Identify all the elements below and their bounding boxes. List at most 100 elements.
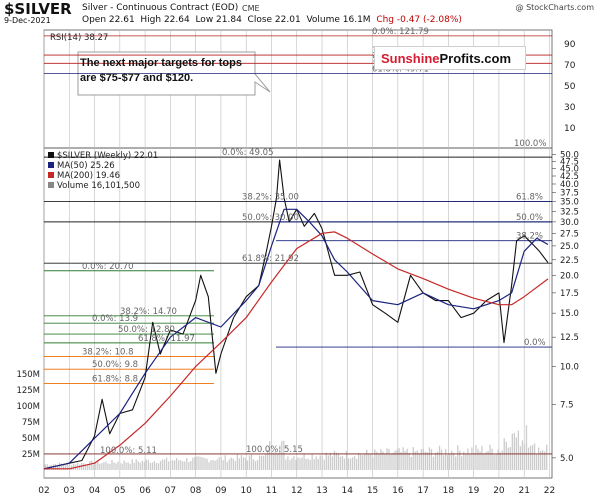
fib-label: 61.8%: [516, 193, 543, 203]
rsi-fib-label: 100.0%: [514, 139, 546, 149]
rsi-title: RSI(14) 38.27: [50, 33, 108, 43]
rsi-fib-label: 0.0%: 121.79: [372, 27, 429, 37]
x-tick-label: 21: [518, 486, 529, 496]
rsi-tick-label: 10: [564, 124, 576, 134]
fib-label: 0.0%: 20.70: [82, 262, 134, 272]
x-tick-label: 18: [443, 486, 455, 496]
y-tick-label: 5.0: [560, 454, 574, 464]
volume-tick-label: 125M: [16, 386, 40, 396]
fib-label: 0.0%: [524, 338, 546, 348]
y-tick-label: 32.5: [560, 207, 579, 217]
volume-tick-label: 75M: [22, 418, 40, 428]
fib-label: 100.0%: 5.15: [246, 445, 303, 455]
rsi-tick-label: 30: [564, 103, 576, 113]
series-line: [43, 208, 549, 470]
x-tick-label: 12: [291, 486, 302, 496]
y-tick-label: 42.5: [560, 172, 579, 182]
legend-entry: MA(50) 25.26: [57, 161, 115, 171]
stockcharts-watermark: @ StockCharts.com: [515, 3, 594, 12]
chart-labels: 02 03 04 05 06 07 08 09 10 11 12 13 14 15 16 17 18 19 20 21…: [16, 27, 579, 496]
callout-text: The next major targets for tops are $75-…: [80, 57, 242, 84]
fib-label: 50.0%: [516, 213, 543, 223]
y-tick-label: 30.0: [560, 218, 579, 228]
fib-label: 38.2%: [516, 232, 543, 242]
y-tick-label: 20.0: [560, 271, 579, 281]
volume-value: Volume 16.1M: [306, 15, 371, 25]
y-tick-label: 7.5: [560, 400, 574, 410]
change-value: Chg -0.47 (-2.08%): [376, 15, 462, 25]
fib-label: 61.8%: 8.8: [92, 374, 138, 384]
x-tick-label: 17: [417, 486, 428, 496]
contract-name: Silver - Continuous Contract (EOD): [82, 3, 239, 13]
legend-swatch: [48, 172, 54, 178]
x-tick-label: 03: [64, 486, 75, 496]
brand-part2: Profits.com: [439, 51, 512, 66]
fib-label: 100.0%: 5.11: [100, 446, 157, 456]
legend-entry: MA(200) 19.46: [57, 171, 120, 181]
rsi-tick-label: 50: [564, 82, 576, 92]
volume-tick-label: 100M: [16, 402, 40, 412]
y-tick-label: 15.0: [560, 309, 579, 319]
x-tick-label: 05: [114, 486, 125, 496]
y-tick-label: 22.5: [560, 256, 579, 266]
x-tick-label: 14: [342, 486, 354, 496]
y-tick-label: 45.0: [560, 164, 579, 174]
rsi-tick-label: 70: [564, 61, 576, 71]
fib-label: 50.0%: 30.00: [242, 213, 299, 223]
ohlc-summary: Open 22.61 High 22.64 Low 21.84 Close 22…: [82, 15, 462, 25]
x-tick-label: 04: [89, 486, 101, 496]
chart-date: 9-Dec-2021: [4, 16, 51, 25]
exchange-label: CME: [242, 4, 260, 13]
legend-swatch: [48, 182, 54, 188]
x-tick-label: 22: [544, 486, 555, 496]
x-tick-label: 16: [392, 486, 404, 496]
y-tick-label: 17.5: [560, 289, 579, 299]
brand-part1: Sunshine: [381, 51, 440, 66]
fib-label: 38.2%: 35.00: [242, 193, 299, 203]
volume-tick-label: 25M: [22, 450, 40, 460]
x-tick-label: 19: [468, 486, 480, 496]
fib-label: 50.0%: 9.8: [92, 360, 138, 370]
fib-label: 0.0%: 49.05: [222, 148, 274, 158]
y-tick-label: 27.5: [560, 229, 579, 239]
x-tick-label: 08: [190, 486, 202, 496]
brand-logo: SunshineProfits.com: [374, 46, 526, 70]
fib-label: 61.8%: 21.92: [242, 254, 299, 264]
x-tick-label: 06: [139, 486, 151, 496]
price-series: [43, 159, 549, 470]
x-tick-label: 15: [367, 486, 378, 496]
x-tick-label: 11: [266, 486, 277, 496]
fib-label: 50.0%: 12.80: [118, 325, 175, 335]
fib-label: 38.2%: 10.8: [82, 347, 134, 357]
fib-label: 61.8%: 11.97: [138, 334, 195, 344]
y-tick-label: 47.5: [560, 157, 579, 167]
fib-label: 38.2%: 14.70: [120, 307, 177, 317]
legend-swatch: [48, 152, 54, 158]
x-tick-label: 13: [316, 486, 327, 496]
low-value: Low 21.84: [195, 15, 242, 25]
y-tick-label: 10.0: [560, 363, 579, 373]
y-tick-label: 37.5: [560, 188, 579, 198]
x-tick-label: 10: [240, 486, 252, 496]
y-tick-label: 25.0: [560, 242, 579, 252]
x-tick-label: 09: [215, 486, 227, 496]
volume-tick-label: 50M: [22, 434, 40, 444]
high-value: High 22.64: [140, 15, 190, 25]
y-tick-label: 40.0: [560, 180, 579, 190]
open-value: Open 22.61: [82, 15, 135, 25]
series-line: [44, 231, 549, 470]
y-tick-label: 12.5: [560, 333, 579, 343]
x-tick-label: 20: [493, 486, 505, 496]
volume-panel: [44, 425, 548, 470]
legend-entry: $SILVER (Weekly) 22.01: [57, 151, 158, 161]
y-tick-label: 50.0: [560, 151, 579, 161]
fib-label: 0.0%: 13.9: [92, 314, 138, 324]
volume-tick-label: 150M: [16, 370, 40, 380]
y-tick-label: 35.0: [560, 198, 579, 208]
fibonacci-lines: [44, 35, 552, 455]
legend-swatch: [48, 162, 54, 168]
close-value: Close 22.01: [247, 15, 301, 25]
rsi-tick-label: 90: [564, 40, 576, 50]
x-tick-label: 07: [165, 486, 176, 496]
